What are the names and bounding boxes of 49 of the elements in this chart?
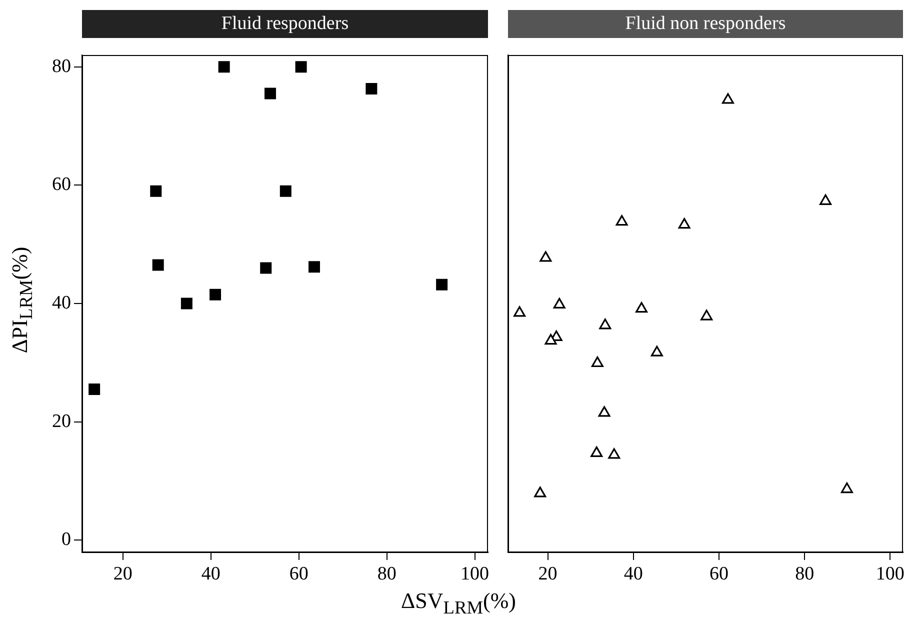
point bbox=[260, 262, 272, 274]
point bbox=[264, 88, 276, 100]
point bbox=[534, 486, 546, 498]
point bbox=[308, 261, 320, 273]
x-tick-label: 40 bbox=[624, 563, 643, 584]
x-tick-label: 100 bbox=[876, 563, 904, 584]
point bbox=[650, 346, 663, 356]
point bbox=[700, 310, 713, 320]
point bbox=[152, 259, 164, 271]
point bbox=[599, 318, 612, 330]
y-tick-label: 0 bbox=[62, 529, 71, 550]
y-tick-label: 40 bbox=[52, 292, 71, 314]
chart-title: Fluid responders bbox=[82, 10, 488, 38]
point bbox=[295, 61, 307, 73]
point bbox=[88, 384, 100, 396]
x-tick-label: 80 bbox=[795, 563, 814, 584]
point bbox=[544, 334, 557, 345]
point bbox=[820, 194, 832, 205]
point bbox=[218, 61, 230, 73]
point bbox=[553, 298, 566, 308]
point bbox=[590, 446, 603, 457]
chart-title: Fluid non responders bbox=[508, 10, 903, 38]
point bbox=[540, 251, 552, 262]
y-tick-label: 80 bbox=[52, 56, 71, 77]
point bbox=[591, 356, 604, 368]
point bbox=[722, 93, 734, 104]
x-tick-label: 20 bbox=[538, 563, 558, 584]
point bbox=[514, 306, 526, 317]
x-tick-label: 60 bbox=[289, 563, 308, 584]
y-tick-label: 60 bbox=[52, 174, 71, 196]
point bbox=[436, 278, 448, 290]
x-tick-label: 80 bbox=[377, 563, 396, 584]
point bbox=[678, 218, 690, 229]
y-tick-label: 20 bbox=[52, 410, 71, 432]
x-tick-label: 40 bbox=[201, 563, 220, 584]
point bbox=[366, 82, 378, 94]
point bbox=[636, 302, 648, 313]
point bbox=[210, 288, 222, 300]
point bbox=[608, 448, 620, 459]
point bbox=[280, 185, 292, 197]
point bbox=[150, 185, 162, 197]
x-axis-title: ΔSV$_{LRM}$(%) bbox=[400, 588, 517, 618]
x-tick-label: 20 bbox=[113, 563, 132, 584]
x-tick-label: 60 bbox=[709, 563, 728, 584]
point bbox=[598, 406, 610, 417]
x-tick-label: 100 bbox=[460, 563, 490, 584]
point bbox=[180, 298, 192, 310]
point bbox=[616, 215, 628, 226]
point bbox=[840, 482, 853, 494]
